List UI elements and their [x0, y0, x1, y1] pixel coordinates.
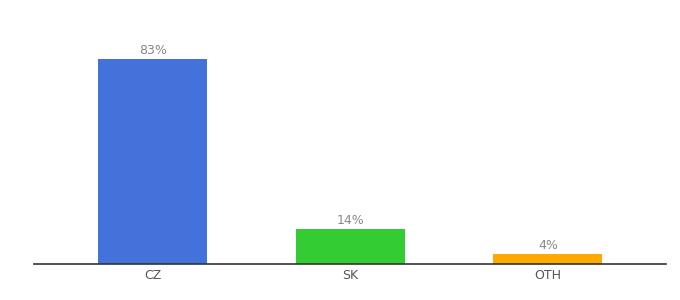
- Text: 83%: 83%: [139, 44, 167, 57]
- Bar: [98, 58, 207, 264]
- Bar: [296, 230, 405, 264]
- Text: 4%: 4%: [538, 239, 558, 252]
- Bar: [494, 254, 602, 264]
- Text: 14%: 14%: [337, 214, 364, 227]
